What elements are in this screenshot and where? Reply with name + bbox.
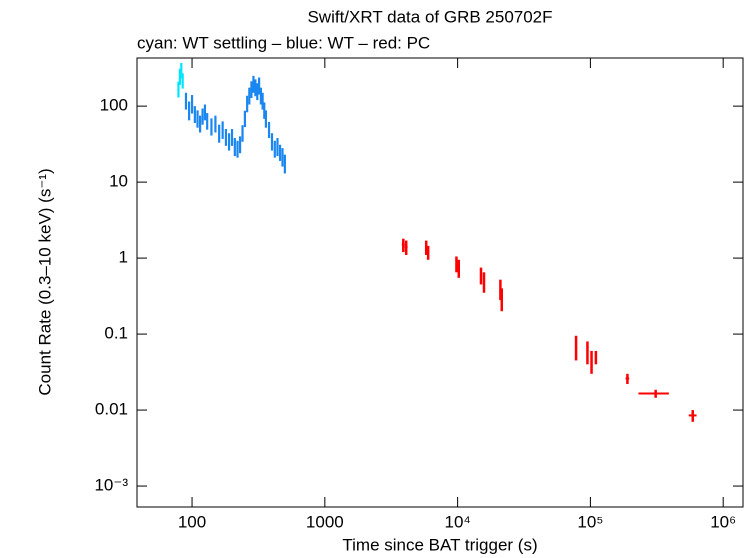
y-axis-label: Count Rate (0.3–10 keV) (s⁻¹) [35,168,54,395]
y-tick-label: 10 [109,172,128,191]
x-tick-label: 100 [178,512,206,531]
x-tick-label: 1000 [306,512,344,531]
y-tick-label: 0.1 [104,324,128,343]
chart-subtitle: cyan: WT settling – blue: WT – red: PC [137,33,430,52]
chart-title: Swift/XRT data of GRB 250702F [307,7,552,26]
y-tick-label: 100 [100,96,128,115]
y-tick-label: 1 [119,248,128,267]
x-axis-label: Time since BAT trigger (s) [342,535,537,554]
x-tick-label: 10⁴ [445,512,471,531]
x-tick-label: 10⁵ [577,512,603,531]
y-tick-label: 0.01 [95,400,128,419]
plot-frame [136,57,744,508]
x-tick-label: 10⁶ [710,512,736,531]
y-tick-label: 10⁻³ [94,476,128,495]
